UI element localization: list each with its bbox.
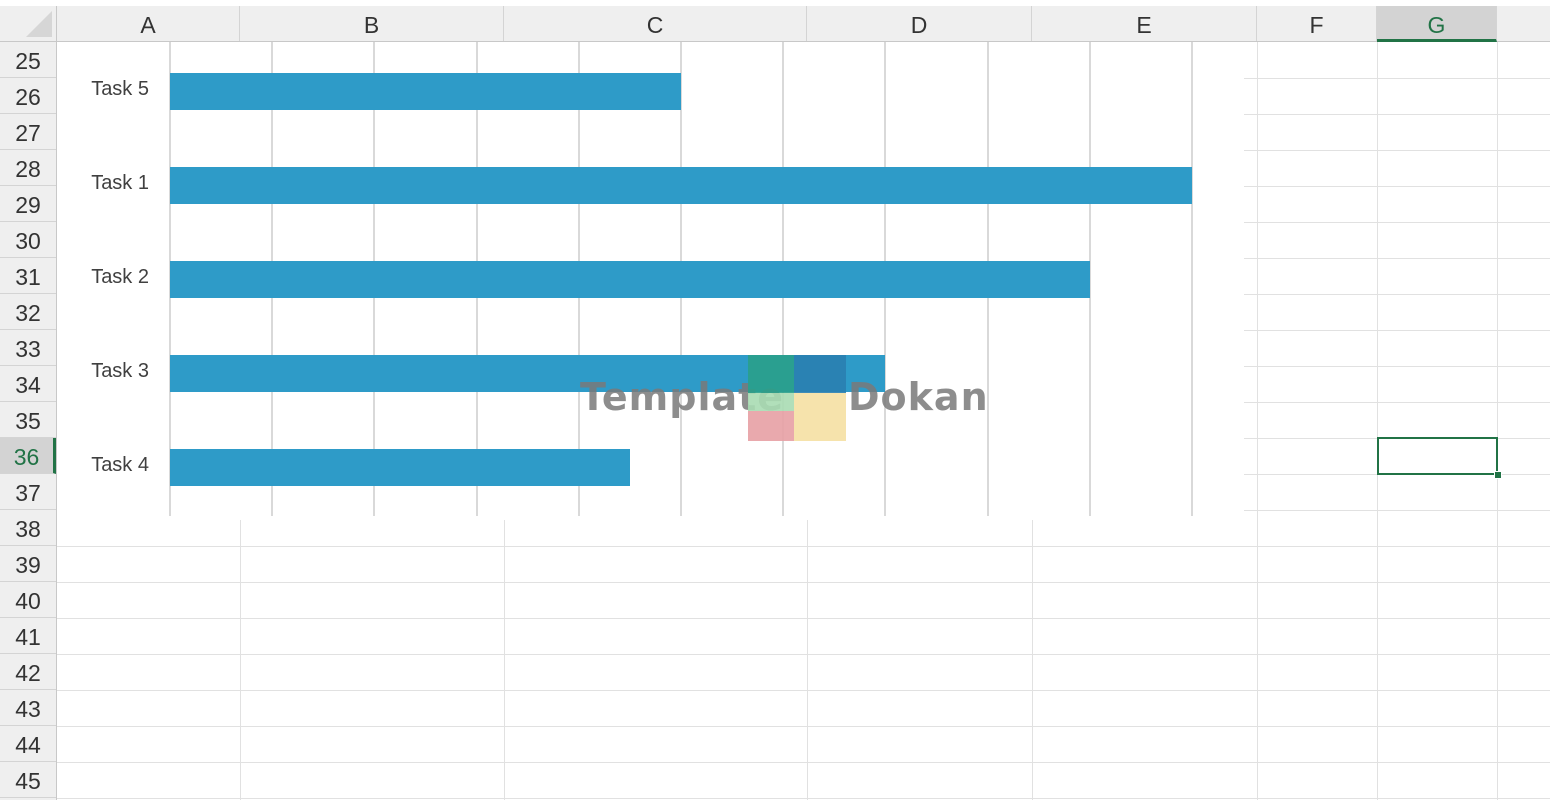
grid-column-line [1497,42,1498,800]
row-header-36[interactable]: 36 [0,438,56,474]
category-label: Task 5 [91,78,149,100]
category-label: Task 3 [91,360,149,382]
bar-task-2[interactable] [170,261,1090,298]
row-header-39[interactable]: 39 [0,546,56,582]
grid-row-line [57,798,1550,799]
column-header-G[interactable]: G [1377,6,1497,42]
bar-task-4[interactable] [170,449,630,486]
row-header-29[interactable]: 29 [0,186,56,222]
row-header-26[interactable]: 26 [0,78,56,114]
row-header-42[interactable]: 42 [0,654,56,690]
row-headers: 25 26 27 28 29 30 31 32 33 34 35 36 37 38 39 40 41 42 43 44… [0,42,57,800]
grid-row-line [57,618,1550,619]
column-header-E[interactable]: E [1032,6,1257,41]
row-header-35[interactable]: 35 [0,402,56,438]
grid-row-line [57,690,1550,691]
bar-task-1[interactable] [170,167,1192,204]
grid-row-line [57,762,1550,763]
grid-row-line [57,654,1550,655]
bar-task-5[interactable] [170,73,681,110]
row-header-45[interactable]: 45 [0,762,56,798]
row-header-34[interactable]: 34 [0,366,56,402]
column-header-F[interactable]: F [1257,6,1377,41]
column-header-B[interactable]: B [240,6,504,41]
chart-gridline [1191,42,1193,516]
grid-row-line [57,726,1550,727]
column-header-C[interactable]: C [504,6,807,41]
column-header-D[interactable]: D [807,6,1032,41]
watermark-square [794,355,846,393]
row-header-28[interactable]: 28 [0,150,56,186]
fill-handle[interactable] [1494,471,1502,479]
row-header-27[interactable]: 27 [0,114,56,150]
row-header-30[interactable]: 30 [0,222,56,258]
row-header-32[interactable]: 32 [0,294,56,330]
row-header-40[interactable]: 40 [0,582,56,618]
category-label: Task 1 [91,172,149,194]
row-header-38[interactable]: 38 [0,510,56,546]
row-header-33[interactable]: 33 [0,330,56,366]
row-header-25[interactable]: 25 [0,42,56,78]
category-label: Task 2 [91,266,149,288]
grid-row-line [57,546,1550,547]
watermark-right-text: Dokan [848,375,989,419]
watermark-square [748,355,794,393]
grid-column-line [1377,42,1378,800]
grid-column-line [1257,42,1258,800]
row-header-43[interactable]: 43 [0,690,56,726]
chart-gridline [1088,42,1091,516]
bar-chart[interactable]: Task 5 Task 1 Task 2 Task 3 Task 4 [57,42,1244,520]
select-all-triangle-icon [26,11,52,37]
grid-row-line [57,582,1550,583]
watermark-logo: Template Dokan [580,355,988,445]
row-header-37[interactable]: 37 [0,474,56,510]
category-label: Task 4 [91,454,149,476]
watermark-square [748,411,794,441]
watermark-square [748,393,794,411]
watermark-square [794,393,846,441]
row-header-31[interactable]: 31 [0,258,56,294]
row-header-44[interactable]: 44 [0,726,56,762]
row-header-41[interactable]: 41 [0,618,56,654]
active-cell-G36[interactable] [1377,437,1498,475]
select-all-corner[interactable] [0,6,57,42]
column-header-A[interactable]: A [57,6,240,41]
